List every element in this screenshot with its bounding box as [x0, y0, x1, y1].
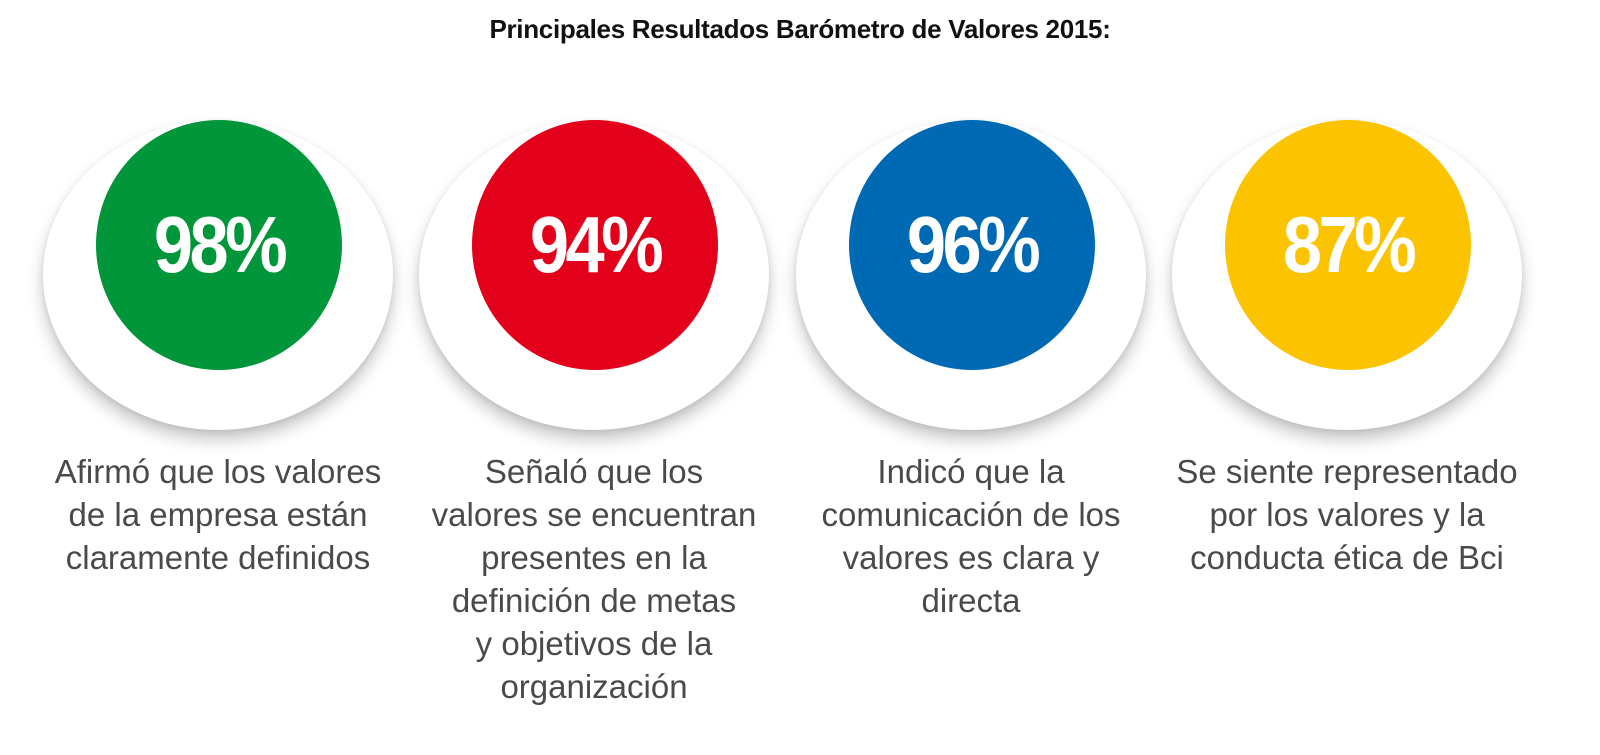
- stat-description-line: valores es clara y: [842, 539, 1100, 576]
- stat-description-line: valores se encuentran: [431, 496, 757, 533]
- stat-description-line: directa: [921, 582, 1021, 619]
- stat-circle: 98%: [96, 120, 342, 370]
- stat-description-line: de la empresa están: [68, 496, 368, 533]
- stat-circle: 87%: [1225, 120, 1471, 370]
- stat-description-line: presentes en la: [481, 539, 707, 576]
- stat-card-values-in-goals: 94% Señaló que los valores se encuentran…: [404, 120, 784, 740]
- stat-percentage: 87%: [1282, 200, 1417, 289]
- stat-circle: 94%: [472, 120, 718, 370]
- page-title: Principales Resultados Barómetro de Valo…: [489, 14, 1111, 44]
- stat-description: Indicó que la comunicación de los valore…: [781, 450, 1161, 622]
- stat-description-line: Se siente representado: [1176, 453, 1518, 490]
- stat-description-line: claramente definidos: [65, 539, 371, 576]
- stat-description-line: Indicó que la: [877, 453, 1065, 490]
- stat-description-line: por los valores y la: [1209, 496, 1485, 533]
- stat-description-line: definición de metas: [451, 582, 737, 619]
- stat-description-line: Afirmó que los valores: [54, 453, 382, 490]
- stat-card-values-defined: 98% Afirmó que los valores de la empresa…: [28, 120, 408, 740]
- stat-description: Afirmó que los valores de la empresa est…: [28, 450, 408, 579]
- stat-card-communication: 96% Indicó que la comunicación de los va…: [781, 120, 1161, 740]
- stat-description: Se siente representado por los valores y…: [1157, 450, 1537, 579]
- stat-percentage: 96%: [906, 200, 1041, 289]
- stat-percentage: 98%: [153, 200, 288, 289]
- stat-description-line: conducta ética de Bci: [1190, 539, 1504, 576]
- stat-percentage: 94%: [529, 200, 664, 289]
- stat-card-represented: 87% Se siente representado por los valor…: [1157, 120, 1537, 740]
- stat-description-line: Señaló que los: [484, 453, 704, 490]
- stat-description-line: organización: [500, 668, 688, 705]
- stat-description-line: y objetivos de la: [475, 625, 713, 662]
- stat-description-line: comunicación de los: [821, 496, 1121, 533]
- stat-description: Señaló que los valores se encuentran pre…: [404, 450, 784, 708]
- stat-circle: 96%: [849, 120, 1095, 370]
